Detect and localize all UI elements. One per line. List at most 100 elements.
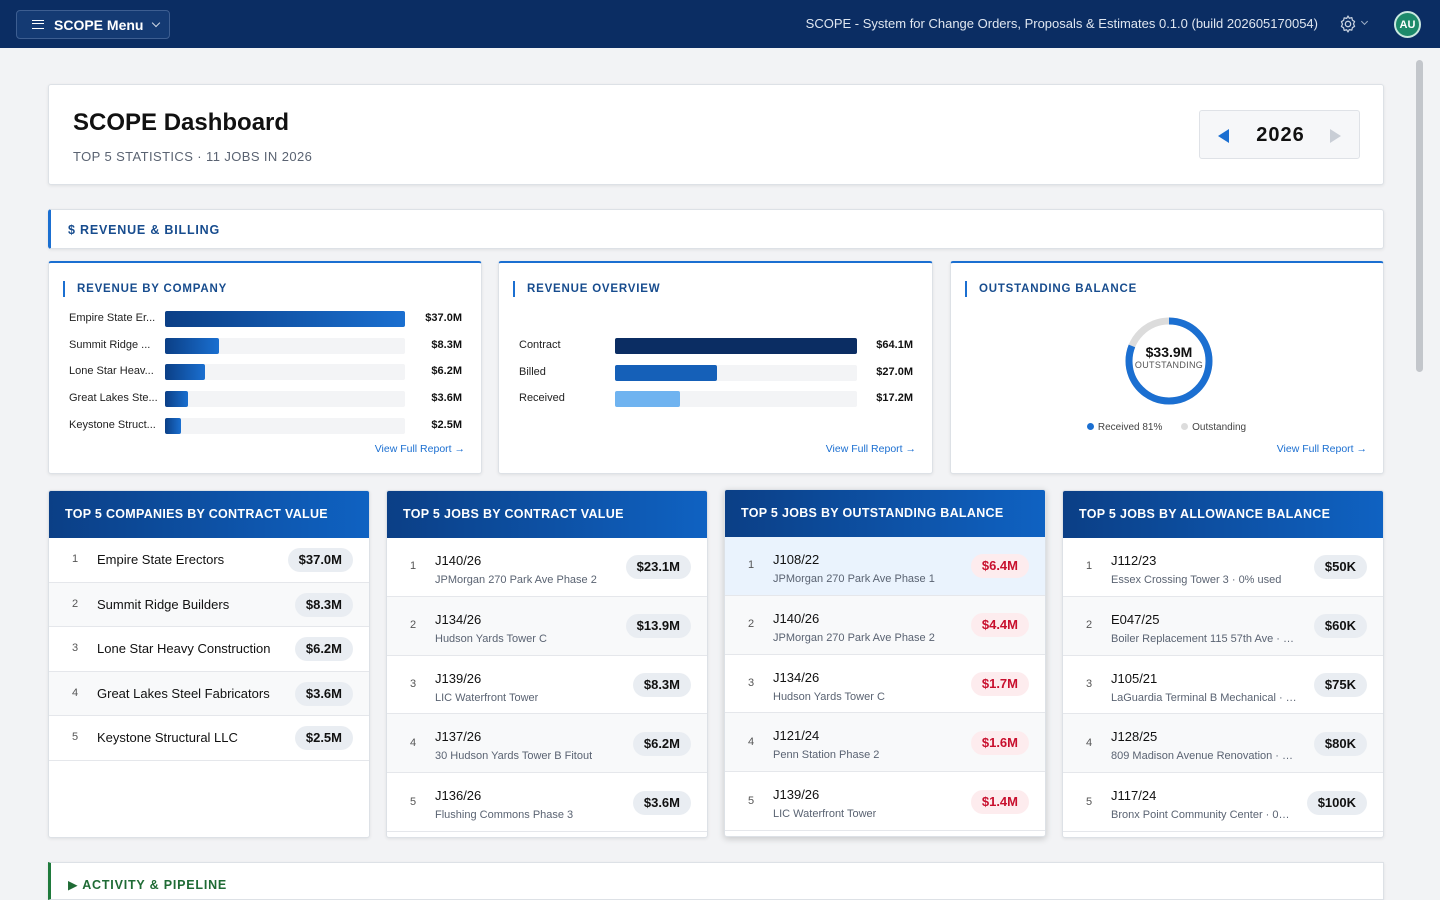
list-item[interactable]: 3 Lone Star Heavy Construction $6.2M — [49, 627, 369, 672]
value-badge: $4.4M — [970, 613, 1029, 638]
value-badge: $50K — [1313, 555, 1367, 580]
gear-icon[interactable] — [1338, 14, 1358, 34]
rank-number: 3 — [409, 677, 417, 690]
rank-number: 4 — [409, 736, 417, 749]
job-description: Bronx Point Community Center · 0%... — [1111, 809, 1297, 822]
rank-number: 2 — [1085, 619, 1093, 632]
page-title: SCOPE Dashboard — [73, 109, 290, 136]
top-bar: SCOPE Menu SCOPE - System for Change Ord… — [0, 0, 1440, 48]
bar-label: Billed — [519, 365, 546, 378]
job-number: J108/22 — [773, 552, 820, 567]
bar-track — [165, 391, 405, 408]
previous-year-icon[interactable] — [1218, 129, 1229, 143]
overview-bar-row[interactable]: Contract $64.1M — [519, 338, 913, 354]
list-item[interactable]: 1 J108/22 JPMorgan 270 Park Ave Phase 1 $6.… — [725, 537, 1045, 596]
list-item[interactable]: 1 Empire State Erectors $37.0M — [49, 538, 369, 583]
value-badge: $8.3M — [294, 592, 353, 617]
scope-menu-button[interactable]: SCOPE Menu — [16, 10, 170, 39]
view-full-report-link[interactable]: View Full Report → — [1276, 443, 1367, 455]
bar-track — [165, 417, 405, 434]
bar-value: $3.6M — [431, 392, 462, 405]
view-full-report-link[interactable]: View Full Report → — [825, 443, 916, 455]
job-number: J137/26 — [435, 729, 482, 745]
job-description: Essex Crossing Tower 3 · 0% used — [1111, 574, 1282, 586]
list-item[interactable]: 4 Great Lakes Steel Fabricators $3.6M — [49, 671, 369, 716]
company-bar-row[interactable]: Great Lakes Ste... $3.6M — [69, 391, 462, 408]
list-item[interactable]: 2 E047/25 Boiler Replacement 115 57th Ave … — [1063, 596, 1383, 656]
value-badge: $3.6M — [632, 790, 691, 815]
top-jobs-contract-card: TOP 5 JOBS BY CONTRACT VALUE 1 J140/26 JPM… — [386, 490, 708, 838]
scope-menu-label: SCOPE Menu — [54, 16, 144, 33]
list-item[interactable]: 5 J139/26 LIC Waterfront Tower $1.4M — [725, 772, 1045, 831]
outstanding-donut: $33.9M OUTSTANDING — [1123, 315, 1215, 407]
value-badge: $6.4M — [970, 554, 1029, 579]
outstanding-balance-card: OUTSTANDING BALANCE $33.9M OUTSTANDING R… — [950, 261, 1384, 474]
list-item[interactable]: 1 J112/23 Essex Crossing Tower 3 · 0% used… — [1063, 538, 1383, 597]
job-description: Boiler Replacement 115 57th Ave · 0... — [1111, 632, 1297, 645]
list-item[interactable]: 3 J134/26 Hudson Yards Tower C $1.7M — [725, 655, 1045, 714]
bar-label: Keystone Struct... — [69, 418, 156, 431]
app-title: SCOPE - System for Change Orders, Propos… — [805, 16, 1318, 31]
company-bar-row[interactable]: Lone Star Heav... $6.2M — [69, 364, 462, 381]
job-description: LIC Waterfront Tower — [435, 691, 539, 704]
job-number: J128/25 — [1111, 729, 1158, 745]
revenue-billing-section[interactable]: $ REVENUE & BILLING — [48, 209, 1384, 249]
job-description: Hudson Yards Tower C — [773, 690, 885, 703]
job-description: Hudson Yards Tower C — [435, 632, 547, 645]
company-name: Summit Ridge Builders — [97, 596, 230, 612]
list-item[interactable]: 5 J136/26 Flushing Commons Phase 3 $3.6M — [387, 773, 707, 832]
list-item[interactable]: 2 Summit Ridge Builders $8.3M — [49, 582, 369, 627]
bar-fill — [165, 391, 189, 408]
company-bar-row[interactable]: Keystone Struct... $2.5M — [69, 417, 462, 434]
job-number: J140/26 — [435, 553, 482, 568]
company-name: Lone Star Heavy Construction — [97, 641, 271, 657]
chevron-down-icon — [152, 18, 161, 27]
list-item[interactable]: 4 J128/25 809 Madison Avenue Renovation · … — [1063, 714, 1383, 774]
overview-bar-row[interactable]: Received $17.2M — [519, 391, 913, 408]
list-item[interactable]: 4 J137/26 30 Hudson Yards Tower B Fitout $6… — [387, 714, 707, 774]
page-subtitle: TOP 5 STATISTICS · 11 JOBS IN 2026 — [73, 149, 313, 164]
list-item[interactable]: 4 J121/24 Penn Station Phase 2 $1.6M — [725, 713, 1045, 773]
list-item[interactable]: 5 Keystone Structural LLC $2.5M — [49, 716, 369, 761]
revenue-overview-card: REVENUE OVERVIEW Contract $64.1M Billed $27… — [498, 261, 933, 474]
list-item[interactable]: 2 J140/26 JPMorgan 270 Park Ave Phase 2 $4.… — [725, 595, 1045, 655]
rank-number: 2 — [71, 597, 79, 610]
value-badge: $1.4M — [970, 789, 1029, 814]
section-title: $ REVENUE & BILLING — [68, 223, 221, 237]
list-item[interactable]: 3 J139/26 LIC Waterfront Tower $8.3M — [387, 656, 707, 715]
rank-number: 4 — [747, 735, 755, 748]
overview-bar-row[interactable]: Billed $27.0M — [519, 364, 913, 381]
scrollbar[interactable] — [1416, 60, 1423, 372]
next-year-icon[interactable] — [1330, 129, 1341, 143]
job-number: J134/26 — [435, 611, 482, 627]
activity-pipeline-section[interactable]: ▶ ACTIVITY & PIPELINE — [48, 862, 1384, 900]
view-full-report-link[interactable]: View Full Report → — [374, 443, 465, 455]
bar-value: $37.0M — [425, 312, 462, 324]
list-item[interactable]: 1 J140/26 JPMorgan 270 Park Ave Phase 2 $23… — [387, 538, 707, 597]
list-item[interactable]: 5 J117/24 Bronx Point Community Center · 0… — [1063, 773, 1383, 832]
outstanding-label: OUTSTANDING — [1134, 360, 1204, 370]
job-number: J117/24 — [1111, 788, 1157, 804]
received-legend-dot — [1086, 423, 1094, 430]
rank-number: 3 — [1085, 677, 1093, 690]
job-description: JPMorgan 270 Park Ave Phase 2 — [435, 574, 597, 586]
donut-legend: Received 81% Outstanding — [951, 422, 1382, 433]
company-bar-row[interactable]: Empire State Er... $37.0M — [69, 311, 462, 327]
list-item[interactable]: 2 J134/26 Hudson Yards Tower C $13.9M — [387, 596, 707, 656]
value-badge: $23.1M — [625, 555, 691, 580]
settings-chevron-icon[interactable] — [1360, 17, 1369, 26]
bar-value: $64.1M — [876, 339, 913, 351]
list-item[interactable]: 3 J105/21 LaGuardia Terminal B Mechanical … — [1063, 656, 1383, 715]
value-badge: $1.7M — [970, 671, 1029, 696]
bar-value: $6.2M — [431, 365, 462, 378]
avatar[interactable]: AU — [1394, 11, 1421, 38]
job-description: Penn Station Phase 2 — [773, 749, 880, 762]
company-name: Great Lakes Steel Fabricators — [97, 685, 270, 701]
chart-title: REVENUE OVERVIEW — [513, 281, 660, 297]
year-value: 2026 — [1256, 124, 1305, 146]
outstanding-legend-dot — [1181, 423, 1189, 430]
company-bar-row[interactable]: Summit Ridge ... $8.3M — [69, 337, 462, 354]
value-badge: $100K — [1306, 790, 1367, 815]
top-jobs-outstanding-card: TOP 5 JOBS BY OUTSTANDING BALANCE 1 J108/… — [724, 489, 1046, 837]
job-number: J140/26 — [773, 610, 820, 626]
